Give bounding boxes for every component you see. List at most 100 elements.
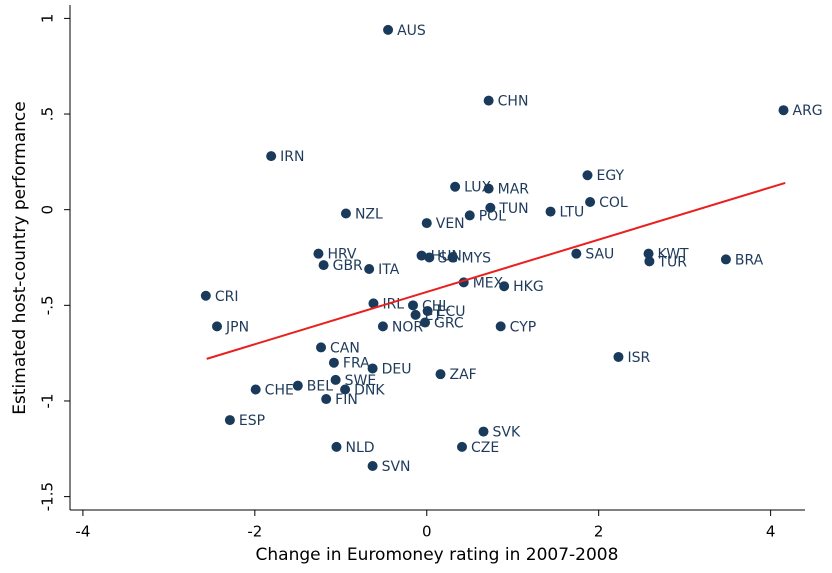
point-label: ECU <box>437 304 466 320</box>
point <box>464 210 475 221</box>
point <box>266 151 277 162</box>
point-label: CZE <box>471 440 499 456</box>
point-label: TUN <box>498 201 528 217</box>
point-label: SVN <box>382 459 411 475</box>
point-label: IRN <box>280 149 304 165</box>
point-label: CAN <box>330 340 360 356</box>
point <box>340 384 351 395</box>
point <box>416 250 427 261</box>
x-tick-label: 2 <box>594 523 604 541</box>
point-label: MEX <box>473 275 504 291</box>
point-label: GBR <box>333 258 363 274</box>
point <box>364 263 375 274</box>
point-label: DNK <box>354 382 385 398</box>
point <box>499 281 510 292</box>
point-label: LTU <box>560 205 585 221</box>
point <box>421 218 432 229</box>
point <box>224 415 235 426</box>
point-label: FRA <box>343 356 370 372</box>
point <box>450 181 461 192</box>
point <box>367 363 378 374</box>
point <box>545 206 556 217</box>
point-label: HKG <box>513 279 544 295</box>
point-label: CYP <box>510 319 537 335</box>
point-label: NOR <box>392 319 423 335</box>
point-label: MYS <box>462 251 492 267</box>
point <box>328 357 339 368</box>
point-label: HRV <box>327 247 356 263</box>
point-label: VEN <box>436 216 465 232</box>
point <box>720 254 731 265</box>
fit-line <box>206 181 786 360</box>
point <box>367 461 378 472</box>
point-label: TUR <box>657 254 687 270</box>
point <box>250 384 261 395</box>
point-label: ESP <box>239 413 265 429</box>
point <box>585 197 596 208</box>
y-tick-label: -.5 <box>39 295 57 315</box>
point <box>582 170 593 181</box>
point <box>383 24 394 35</box>
point <box>420 317 431 328</box>
point-label: DEU <box>382 361 412 377</box>
point <box>643 248 654 259</box>
y-tick-label: 0 <box>39 205 57 215</box>
point-label: CRI <box>215 289 239 305</box>
point-label: JPN <box>225 319 249 335</box>
point <box>485 202 496 213</box>
point-label: BEL <box>307 379 333 395</box>
point <box>368 298 379 309</box>
point <box>200 290 211 301</box>
y-tick-label: .5 <box>39 107 57 121</box>
point-label: COL <box>599 195 628 211</box>
point-label: ITA <box>378 262 400 278</box>
point <box>424 252 435 263</box>
point <box>318 260 329 271</box>
x-tick-label: -2 <box>247 523 262 541</box>
point <box>212 321 222 332</box>
point-label: SWE <box>345 373 377 389</box>
point <box>408 300 418 311</box>
point-label: AUS <box>397 23 426 39</box>
y-tick-label: 1 <box>39 14 57 24</box>
point <box>321 394 332 405</box>
y-tick-label: -1.5 <box>39 482 57 511</box>
point <box>435 369 446 380</box>
point <box>330 374 341 385</box>
point-label: NZL <box>355 207 383 223</box>
point-label: CHE <box>265 382 294 398</box>
point-label: POL <box>479 208 506 224</box>
point-label: ZAF <box>450 367 477 383</box>
point-label: SAU <box>585 247 614 263</box>
point <box>422 306 433 317</box>
point-label: SVK <box>492 425 520 441</box>
point-label: MAR <box>498 182 530 198</box>
x-tick-label: 4 <box>766 523 776 541</box>
point <box>457 441 467 452</box>
point-label: NLD <box>345 440 374 456</box>
point <box>377 321 388 332</box>
point <box>613 351 624 362</box>
point <box>478 426 489 437</box>
x-tick-label: 0 <box>422 523 432 541</box>
point-label: CHN <box>498 94 529 110</box>
point <box>316 342 327 353</box>
point <box>292 380 303 391</box>
point <box>410 309 421 320</box>
point <box>644 256 655 267</box>
point <box>331 441 342 452</box>
point <box>483 183 494 194</box>
point-label: ISR <box>627 350 650 366</box>
point-label: BRA <box>735 252 764 268</box>
point-label: KWT <box>658 247 690 263</box>
point-label: ARG <box>793 103 823 119</box>
point <box>340 208 351 219</box>
point-label: GRC <box>434 316 464 332</box>
y-tick-label: -1 <box>39 393 57 408</box>
x-tick-label: -4 <box>75 523 90 541</box>
point-label: EGY <box>597 168 625 184</box>
point <box>313 248 324 259</box>
point <box>483 95 494 106</box>
